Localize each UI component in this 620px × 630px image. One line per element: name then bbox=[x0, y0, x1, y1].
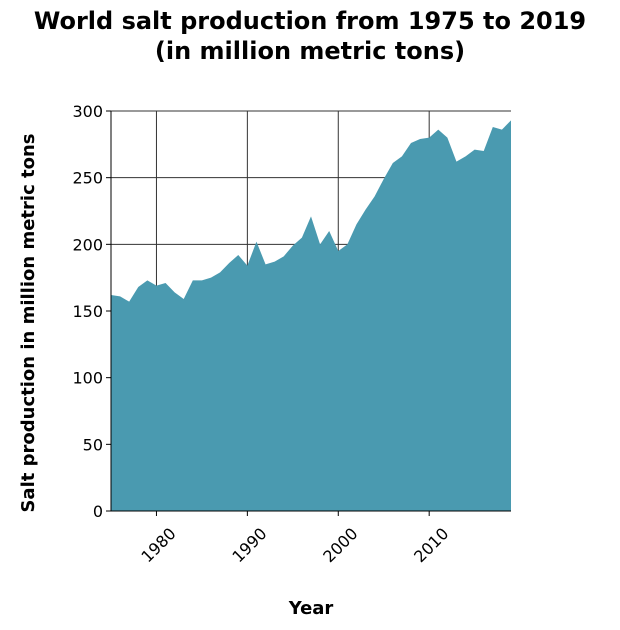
x-tick-label: 1990 bbox=[228, 524, 270, 566]
y-tick-label: 150 bbox=[72, 302, 103, 321]
x-axis-ticks: 1980 1990 2000 2010 bbox=[137, 511, 452, 566]
y-tick-label: 100 bbox=[72, 369, 103, 388]
production-area bbox=[111, 120, 511, 511]
y-tick-label: 300 bbox=[72, 102, 103, 121]
y-tick-label: 50 bbox=[83, 435, 103, 454]
y-tick-label: 250 bbox=[72, 169, 103, 188]
y-tick-label: 0 bbox=[93, 502, 103, 521]
y-tick-label: 200 bbox=[72, 235, 103, 254]
y-axis-ticks: 0 50 100 150 200 250 300 bbox=[72, 102, 111, 521]
x-axis-label: Year bbox=[288, 598, 334, 619]
x-tick-label: 2000 bbox=[319, 524, 361, 566]
x-tick-label: 2010 bbox=[410, 524, 452, 566]
y-axis-label: Salt production in million metric tons bbox=[18, 133, 39, 512]
x-tick-label: 1980 bbox=[137, 524, 179, 566]
